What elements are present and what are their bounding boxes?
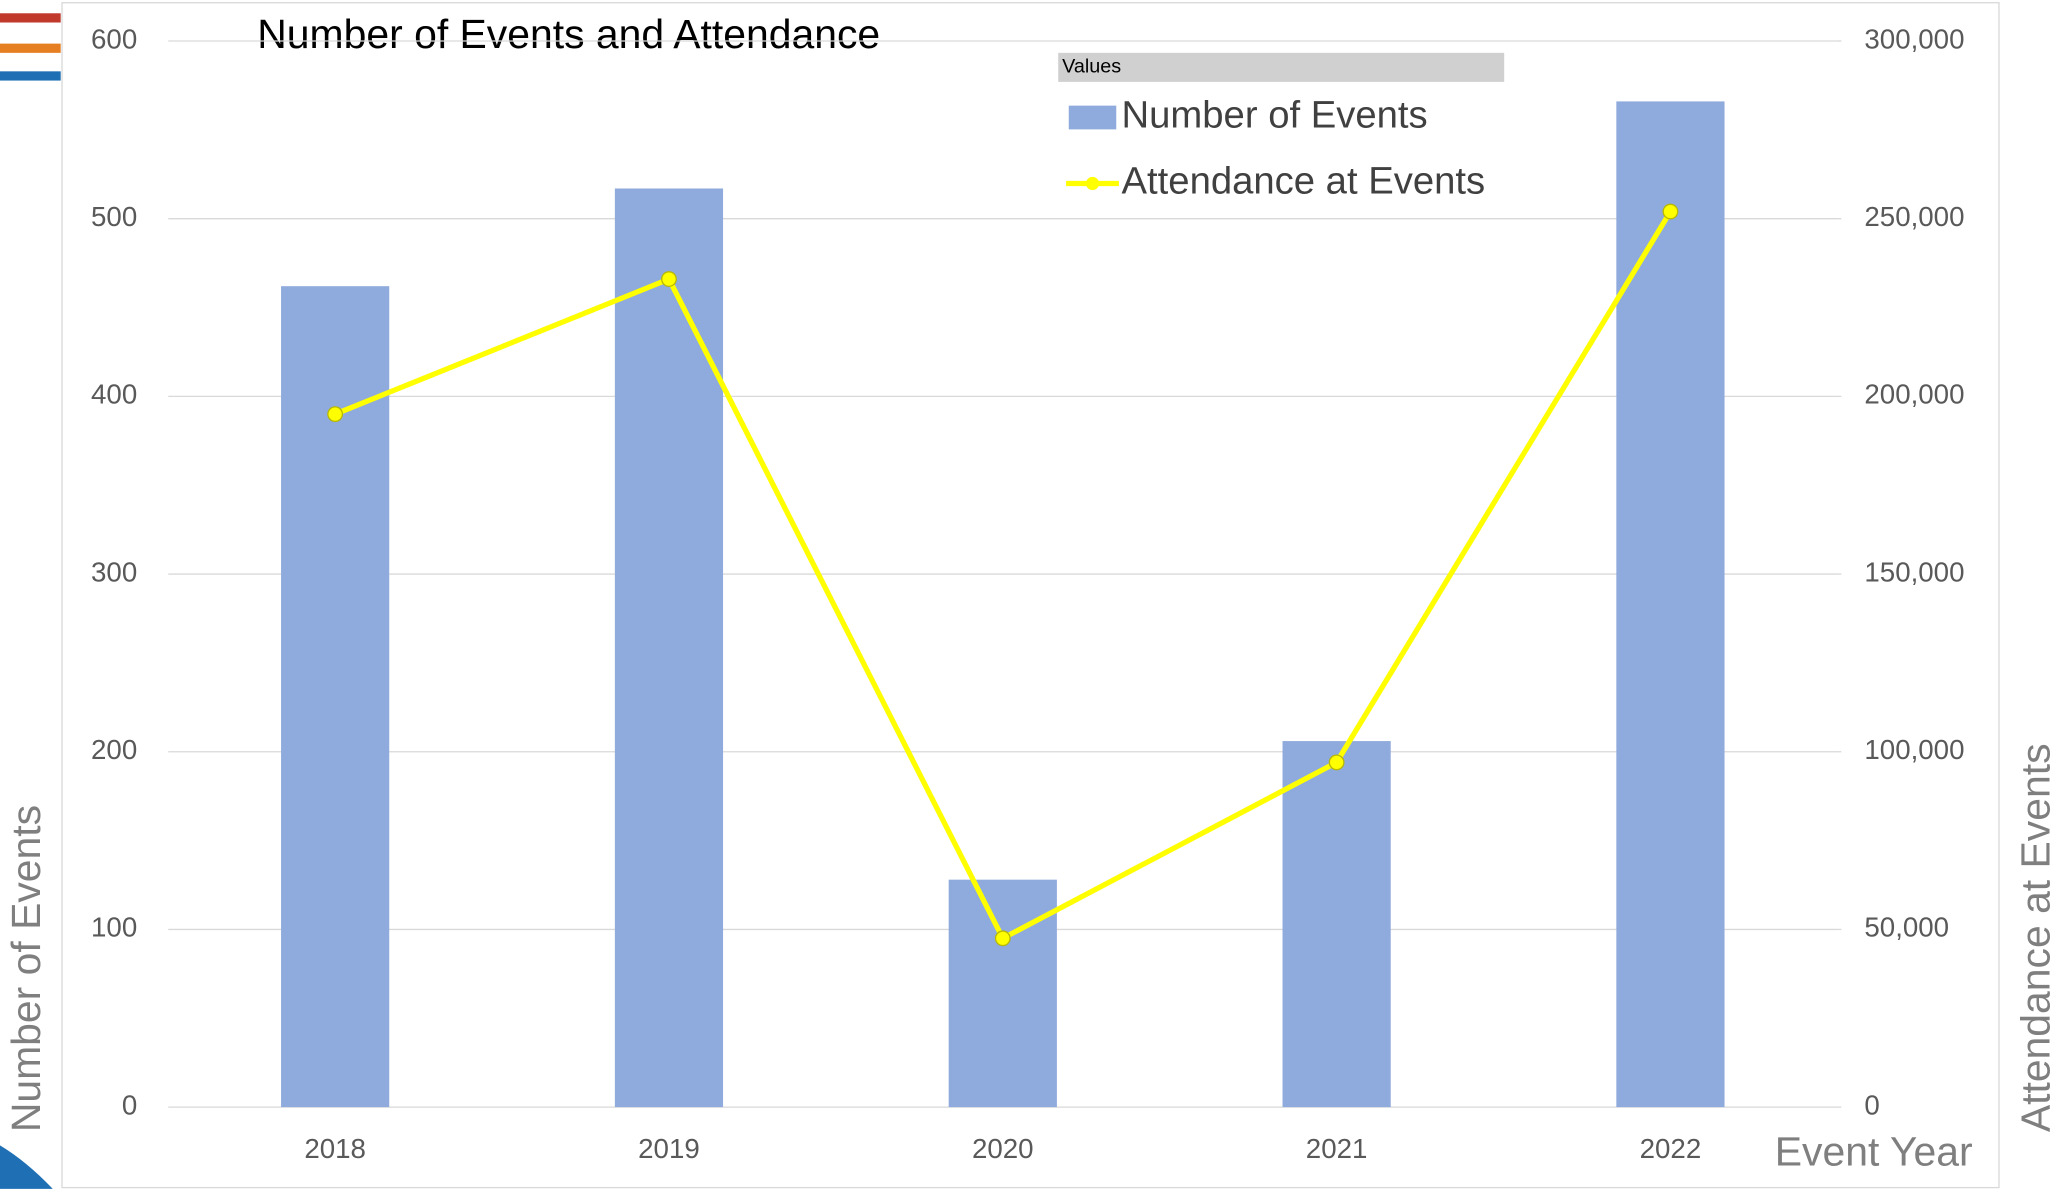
y2-tick-label: 250,000 xyxy=(1864,201,1964,232)
line-marker xyxy=(1662,203,1679,220)
legend-title: Values xyxy=(1062,56,1121,78)
decor-stripe xyxy=(0,13,61,23)
y-tick-label: 600 xyxy=(91,23,137,54)
line-marker xyxy=(994,930,1011,947)
decor-stripe xyxy=(0,71,61,81)
bar xyxy=(1282,741,1391,1108)
line-marker xyxy=(327,406,344,423)
y2-tick-label: 0 xyxy=(1864,1089,1879,1120)
legend-label: Attendance at Events xyxy=(1122,160,1486,203)
x-tick-label: 2021 xyxy=(1306,1133,1368,1164)
chart-title: Number of Events and Attendance xyxy=(257,11,880,57)
x-axis-title: Event Year xyxy=(1775,1128,1973,1174)
y-axis-title: Number of Events xyxy=(3,805,49,1132)
y2-tick-label: 200,000 xyxy=(1864,379,1964,410)
line-marker xyxy=(661,271,677,288)
y2-tick-label: 300,000 xyxy=(1864,23,1964,54)
y-tick-label: 500 xyxy=(91,201,137,232)
bar xyxy=(614,188,724,1108)
x-tick-label: 2018 xyxy=(304,1133,366,1164)
y-tick-label: 400 xyxy=(91,379,137,410)
y2-axis-title: Attendance at Events xyxy=(2012,743,2058,1132)
y-tick-label: 200 xyxy=(91,734,137,765)
x-tick-label: 2019 xyxy=(638,1133,700,1164)
legend-swatch xyxy=(1068,105,1117,130)
x-tick-label: 2020 xyxy=(972,1133,1034,1164)
legend: Values Number of Events Attendance at Eve… xyxy=(1058,52,1505,203)
decor-corner xyxy=(0,1145,53,1189)
chart-frame xyxy=(61,2,2000,1189)
y-tick-label: 100 xyxy=(91,912,137,943)
line-marker xyxy=(1328,754,1345,771)
bar xyxy=(281,286,390,1108)
y2-tick-label: 100,000 xyxy=(1864,734,1964,765)
y2-tick-label: 150,000 xyxy=(1864,556,1964,587)
bar xyxy=(1616,101,1725,1108)
bar xyxy=(948,879,1057,1108)
legend-header xyxy=(1058,52,1505,82)
y-tick-label: 0 xyxy=(122,1089,137,1120)
grid: 0 100 200 300 400 500 600 0 50,000 100,000 150,000… xyxy=(91,23,1964,1164)
y-tick-label: 300 xyxy=(91,556,137,587)
legend-label: Number of Events xyxy=(1122,94,1428,137)
decor-stripe xyxy=(0,43,61,53)
marks xyxy=(281,101,1725,1108)
y2-tick-label: 50,000 xyxy=(1864,912,1949,943)
legend-swatch xyxy=(1085,176,1100,191)
x-tick-label: 2022 xyxy=(1640,1133,1702,1164)
